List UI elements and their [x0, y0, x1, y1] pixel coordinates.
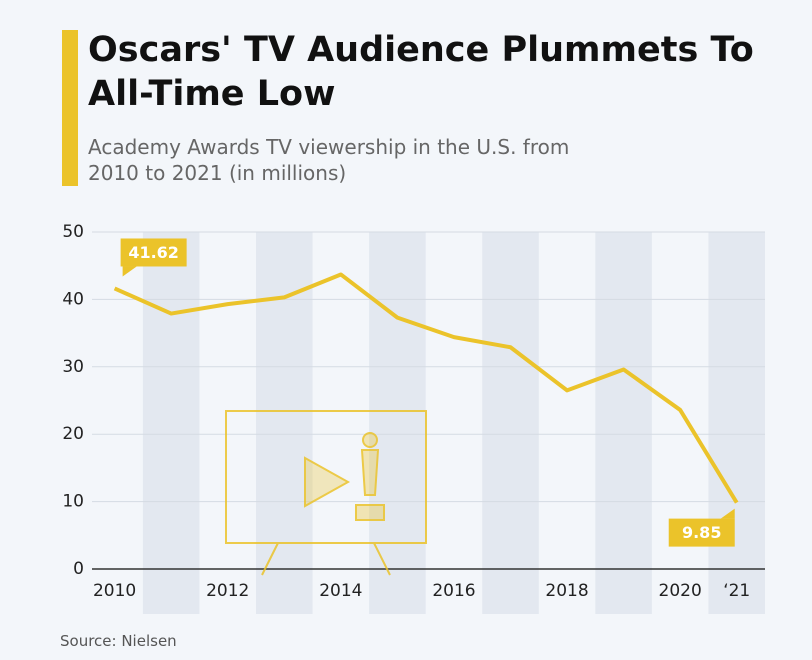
- label-box: [120, 238, 187, 267]
- source: Source: Nielsen: [60, 632, 177, 650]
- x-tick-label: 2020: [659, 581, 702, 601]
- label-pointer: [122, 266, 137, 277]
- y-tick-label: 30: [62, 357, 84, 377]
- y-tick-label: 20: [62, 424, 84, 444]
- x-tick-label: 2010: [93, 581, 136, 601]
- data-label: 9.85: [682, 523, 721, 542]
- accent-bar: [62, 30, 78, 186]
- column-stripe: [142, 232, 200, 614]
- x-tick-label: ‘21: [723, 581, 750, 601]
- x-tick-label: 2014: [319, 581, 362, 601]
- chart-subtitle: Academy Awards TV viewership in the U.S.…: [88, 135, 570, 185]
- chart-title: Oscars' TV Audience Plummets To All-Time…: [88, 30, 754, 114]
- column-stripe: [595, 232, 652, 614]
- tv-icon: [225, 410, 427, 576]
- column-stripe: [482, 232, 539, 614]
- y-tick-label: 40: [62, 289, 84, 309]
- x-tick-label: 2018: [545, 581, 588, 601]
- label-pointer: [720, 508, 735, 519]
- label-box: [668, 518, 735, 547]
- data-label: 41.62: [128, 243, 179, 262]
- x-tick-label: 2016: [432, 581, 475, 601]
- line: [113, 272, 739, 504]
- column-stripe: [708, 232, 765, 614]
- column-stripe: [369, 232, 426, 614]
- x-tick-label: 2012: [206, 581, 249, 601]
- y-tick-label: 50: [62, 222, 84, 242]
- y-tick-label: 10: [62, 492, 84, 512]
- y-tick-label: 0: [73, 559, 84, 579]
